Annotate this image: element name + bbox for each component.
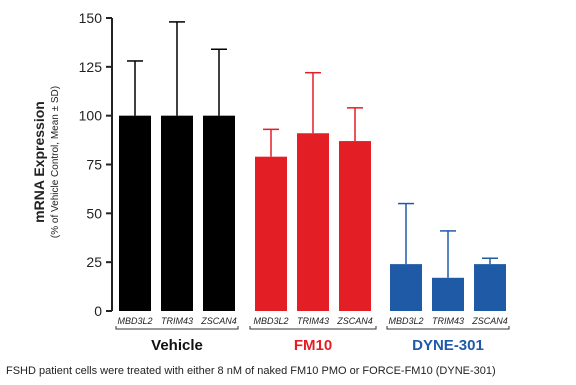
y-tick-label-25: 25 [86, 254, 102, 270]
y-tick-label-50: 50 [86, 205, 102, 221]
x-tick-label-dyne-301-trim43: TRIM43 [432, 316, 464, 326]
group-bracket-vehicle [115, 326, 239, 330]
y-tick-label-150: 150 [79, 10, 103, 26]
bar-dyne-301-trim43 [432, 277, 464, 311]
x-tick-label-fm10-zscan4: ZSCAN4 [336, 316, 373, 326]
bars [119, 21, 506, 312]
group-label-vehicle: Vehicle [151, 337, 203, 354]
x-tick-label-vehicle-trim43: TRIM43 [161, 316, 193, 326]
bar-dyne-301-mbd3l2 [390, 264, 422, 311]
group-bracket-fm10 [249, 326, 377, 330]
x-tick-label-vehicle-zscan4: ZSCAN4 [200, 316, 237, 326]
bar-vehicle-trim43 [161, 115, 193, 312]
y-axis-sublabel: (% of Vehicle Control, Mean ± SD) [50, 86, 61, 238]
x-tick-label-dyne-301-mbd3l2: MBD3L2 [388, 316, 423, 326]
caption: FSHD patient cells were treated with eit… [6, 365, 496, 377]
y-tick-label-125: 125 [79, 59, 103, 75]
y-axis: 0 25 50 75 100 125 150 [79, 10, 113, 319]
x-tick-label-dyne-301-zscan4: ZSCAN4 [471, 316, 508, 326]
x-tick-label-fm10-mbd3l2: MBD3L2 [253, 316, 288, 326]
bar-vehicle-mbd3l2 [119, 115, 151, 312]
group-bracket-dyne-301 [386, 326, 510, 330]
bar-fm10-zscan4 [339, 141, 371, 311]
y-axis-label: mRNA Expression [31, 101, 47, 223]
bar-fm10-mbd3l2 [255, 156, 287, 311]
y-tick-label-100: 100 [79, 108, 103, 124]
x-tick-label-vehicle-mbd3l2: MBD3L2 [117, 316, 152, 326]
group-label-dyne-301: DYNE-301 [412, 337, 484, 354]
y-tick-label-75: 75 [86, 157, 102, 173]
y-tick-label-0: 0 [94, 303, 102, 319]
bar-vehicle-zscan4 [203, 115, 235, 312]
bar-dyne-301-zscan4 [474, 264, 506, 311]
x-tick-label-fm10-trim43: TRIM43 [297, 316, 329, 326]
x-axis: MBD3L2 TRIM43 ZSCAN4 Vehicle MBD3L2 TRIM43 ZSC… [115, 316, 510, 354]
bar-fm10-trim43 [297, 133, 329, 311]
group-label-fm10: FM10 [294, 337, 332, 354]
